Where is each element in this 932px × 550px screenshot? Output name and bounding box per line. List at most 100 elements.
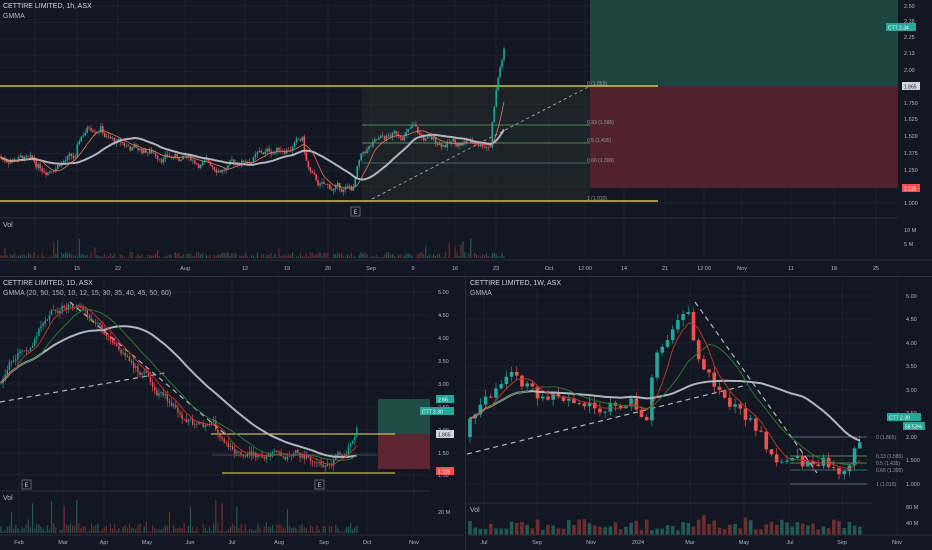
volume-bar xyxy=(129,252,131,258)
candle-body xyxy=(107,136,110,138)
candle-body xyxy=(175,404,177,408)
candle-body xyxy=(374,139,376,142)
top-badge xyxy=(436,395,454,403)
volume-bar xyxy=(162,257,165,258)
time-axis-label: 12:00 xyxy=(697,266,711,272)
weekly-chart-pane[interactable]: CETTIRE LIMITED, 1W, ASX GMMA Vol 0 (1.8… xyxy=(467,277,932,550)
volume-bar xyxy=(188,253,190,258)
volume-bar xyxy=(74,525,76,533)
volume-bar xyxy=(180,256,182,258)
volume-bar xyxy=(160,529,162,533)
candle-body xyxy=(154,386,156,391)
stop-zone xyxy=(378,434,430,469)
volume-bar xyxy=(546,524,550,535)
candle-body xyxy=(764,431,769,450)
candle-body xyxy=(295,450,297,454)
volume-bar xyxy=(795,522,800,535)
volume-bar xyxy=(155,253,157,258)
candle-body xyxy=(448,142,451,143)
candle-body xyxy=(121,142,124,144)
candle-body xyxy=(101,126,104,134)
daily-chart-pane[interactable]: CETTIRE LIMITED, 1D, ASX GMMA (20, 50, 1… xyxy=(0,277,464,550)
price-badge xyxy=(886,23,916,31)
candle-body xyxy=(76,144,79,157)
volume-bar xyxy=(278,524,280,533)
volume-bar xyxy=(196,527,198,533)
hourly-chart[interactable]: 0 (1.865) 0.33 (1.585) 0.5 (1.435) 0.66 (1.… xyxy=(0,0,932,276)
candle-body xyxy=(349,443,352,447)
earnings-marker: E xyxy=(353,210,357,216)
volume-bar xyxy=(166,255,168,258)
candle-body xyxy=(293,453,295,455)
candle-body xyxy=(462,143,464,146)
volume-bar xyxy=(429,254,431,258)
fib-level-label: 0.33 (1.585) xyxy=(876,454,903,460)
volume-bar xyxy=(551,525,555,535)
candle-body xyxy=(514,372,519,376)
volume-bar xyxy=(436,254,439,258)
candle-body xyxy=(837,467,841,475)
candle-body xyxy=(587,402,592,407)
candle-body xyxy=(202,423,204,428)
volume-bar xyxy=(254,257,257,258)
time-axis-label: Aug xyxy=(180,266,190,272)
hourly-chart-pane[interactable]: CETTIRE LIMITED, 1h, ASX GMMA Vol 0 (1.8… xyxy=(0,0,932,276)
candle-body xyxy=(172,404,175,407)
candle-body xyxy=(280,452,282,457)
volume-bar xyxy=(497,256,499,258)
time-axis-label: 8 xyxy=(33,266,36,272)
candle-body xyxy=(743,408,748,420)
volume-bar xyxy=(702,515,706,535)
volume-bar xyxy=(487,255,489,258)
candle-body xyxy=(100,126,102,132)
candle-body xyxy=(546,396,550,400)
weekly-chart[interactable]: 0 (1.865) 0.33 (1.585)0.5 (1.435)0.66 (1.… xyxy=(467,277,932,550)
candle-body xyxy=(405,132,407,136)
candle-body xyxy=(261,455,263,458)
volume-bar xyxy=(425,245,427,258)
volume-bar xyxy=(4,248,6,258)
candle-body xyxy=(301,454,303,458)
volume-bar xyxy=(158,256,161,258)
volume-bar xyxy=(481,254,484,258)
candle-body xyxy=(123,143,126,146)
volume-bar xyxy=(123,256,125,258)
volume-bar xyxy=(380,257,382,258)
volume-bar xyxy=(137,524,139,533)
volume-bar xyxy=(208,526,211,533)
volume-bar xyxy=(151,255,153,258)
volume-bar xyxy=(59,529,61,533)
candle-body xyxy=(311,171,314,173)
volume-bar xyxy=(189,507,192,533)
volume-bar xyxy=(608,526,613,535)
candle-body xyxy=(199,164,202,168)
candle-body xyxy=(487,146,490,148)
volume-bar xyxy=(499,528,503,535)
candle-body xyxy=(97,322,99,324)
volume-bar xyxy=(337,252,339,258)
candle-body xyxy=(29,155,32,157)
candle-body xyxy=(201,162,204,165)
candle-body xyxy=(135,366,137,369)
trend-line xyxy=(694,301,818,474)
candle-body xyxy=(72,155,75,159)
volume-bar xyxy=(86,531,88,533)
candle-body xyxy=(503,48,505,60)
volume-bar xyxy=(470,238,472,258)
volume-bar xyxy=(514,522,519,535)
volume-bar xyxy=(409,254,411,258)
candle-body xyxy=(126,356,129,357)
candle-body xyxy=(90,318,93,322)
candle-body xyxy=(372,141,374,147)
volume-bar xyxy=(53,242,55,258)
volume-bar xyxy=(219,530,221,533)
volume-bar xyxy=(25,256,28,258)
volume-bar xyxy=(112,528,114,533)
volume-bar xyxy=(520,521,524,535)
volume-bar xyxy=(660,528,665,535)
volume-bar xyxy=(130,527,133,533)
volume-bar xyxy=(331,526,333,533)
daily-chart[interactable]: EE5.004.504.003.503.002.502.001.501.0020… xyxy=(0,277,464,550)
candle-body xyxy=(305,152,308,161)
volume-bar xyxy=(655,528,659,535)
